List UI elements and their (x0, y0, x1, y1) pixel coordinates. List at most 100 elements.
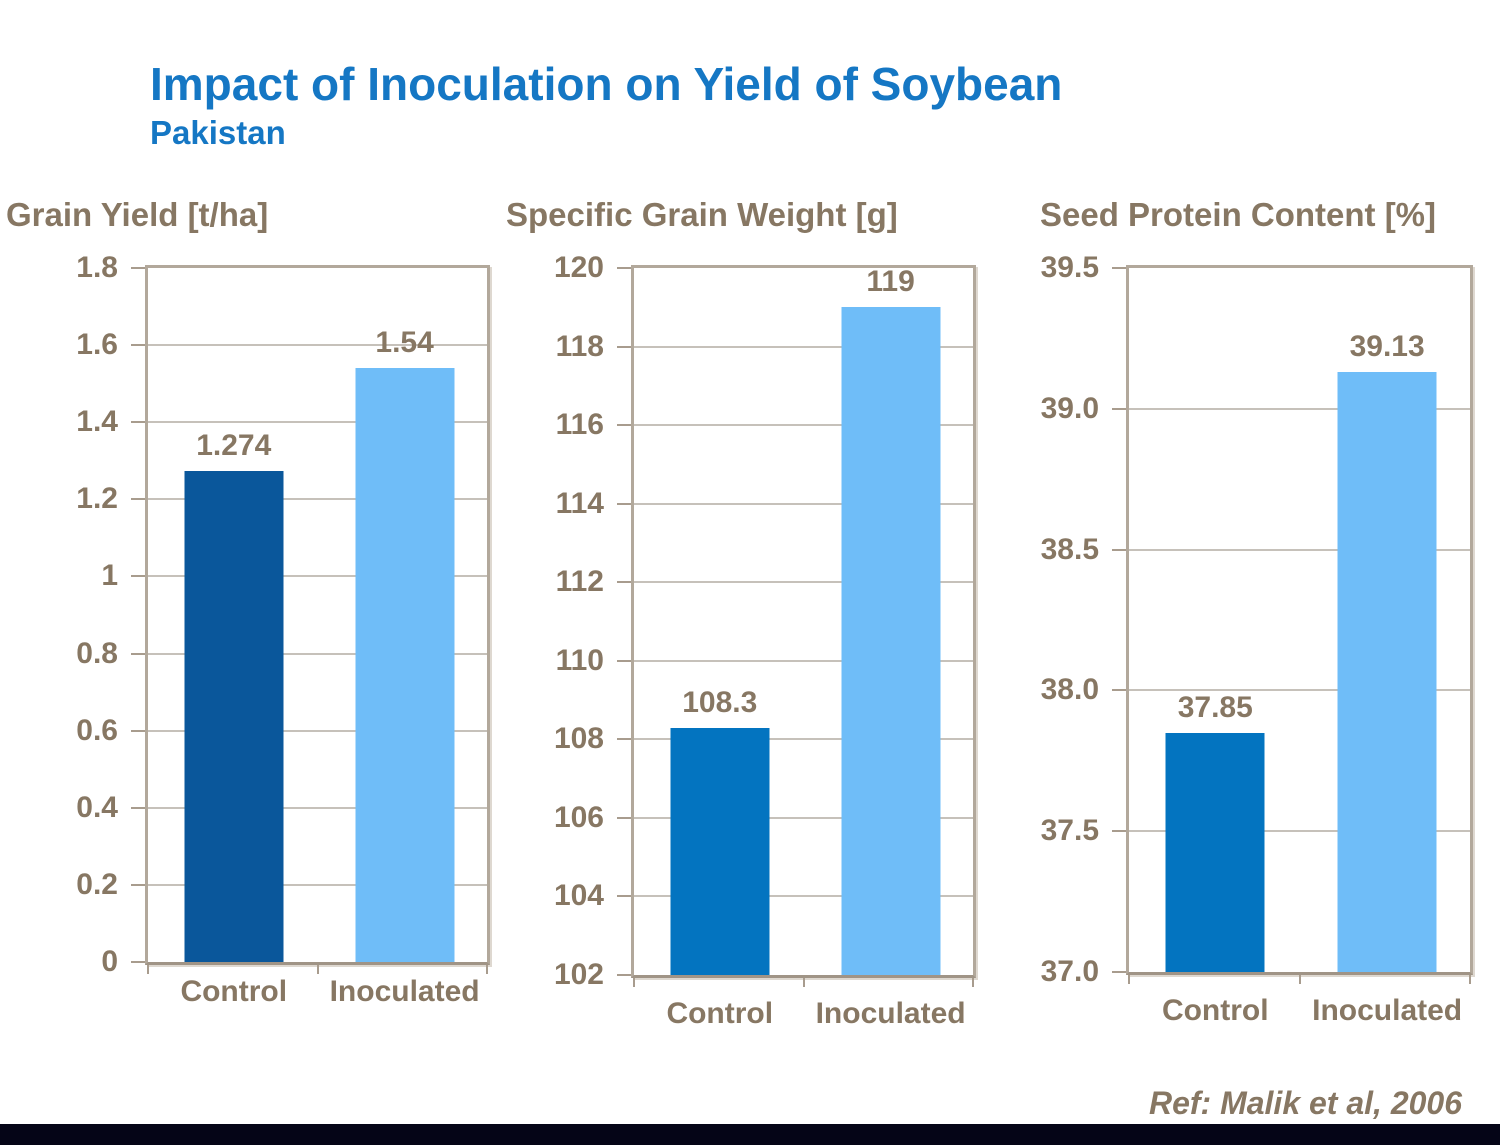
x-axis-tick-mark (316, 965, 319, 974)
gridline (148, 575, 487, 578)
gridline (634, 424, 973, 427)
y-axis-tick-mark (617, 424, 631, 427)
page-title: Impact of Inoculation on Yield of Soybea… (150, 58, 1063, 110)
y-axis-tick-label: 104 (553, 879, 604, 913)
y-axis-tick-mark (1112, 548, 1126, 551)
y-axis-tick-mark (131, 498, 145, 501)
x-axis-tick-mark (633, 978, 635, 987)
gridline (1129, 407, 1470, 410)
specific-grain-weight-plot-area: 120 118 116 114 112 110 108 106 104 102 108.3 Contr… (554, 253, 976, 1029)
y-axis-tick-label: 102 (553, 958, 604, 991)
y-axis-tick-mark (1112, 689, 1126, 692)
footer-bar (0, 1124, 1500, 1145)
category-label-control: Control (1161, 994, 1269, 1027)
y-axis-tick-mark (1112, 267, 1126, 269)
reference-citation: Ref: Malik et al, 2006 (1148, 1085, 1462, 1121)
y-axis-tick-label: 37.0 (1040, 955, 1099, 988)
y-axis-tick-label: 1.4 (76, 405, 118, 439)
seed-protein-chart-title: Seed Protein Content [%] (1040, 196, 1437, 233)
y-axis-tick-label: 108 (553, 722, 604, 756)
gridline (634, 581, 973, 584)
y-axis-tick-mark (131, 267, 145, 269)
y-axis-tick-mark (617, 345, 631, 348)
x-axis-tick-mark (486, 965, 488, 974)
y-axis-tick-label: 39.5 (1040, 251, 1099, 284)
control-bar (184, 470, 284, 962)
y-axis-tick-label: 110 (555, 643, 604, 677)
y-axis-tick-label: 1 (101, 559, 118, 593)
page-subtitle: Pakistan (150, 114, 286, 151)
y-axis-tick-mark (131, 344, 145, 347)
y-axis-tick-mark (617, 974, 631, 976)
gridline (634, 816, 973, 819)
x-axis-tick-mark (802, 978, 805, 987)
y-axis-tick-label: 0 (101, 945, 118, 978)
control-bar (670, 727, 770, 975)
x-axis-tick-mark (1128, 975, 1130, 984)
y-axis-tick-label: 1.8 (76, 251, 118, 284)
y-axis-tick-label: 1.6 (76, 328, 118, 362)
gridline (634, 895, 973, 898)
y-axis-tick-mark (617, 816, 631, 819)
y-axis-tick-label: 118 (555, 329, 604, 363)
grain-yield-plot-area: 1.8 1.6 1.4 1.2 1 0.8 0.6 0.4 0.2 0 1.274 Control 1.… (76, 253, 490, 1007)
y-axis-tick-mark (1112, 407, 1126, 410)
y-axis-tick-mark (1112, 830, 1126, 833)
inoculated-bar (355, 368, 455, 962)
y-axis-tick-mark (131, 806, 145, 809)
inoculated-bar (841, 307, 941, 975)
category-label-control: Control (666, 997, 774, 1030)
control-bar (1165, 732, 1265, 972)
y-axis-tick-label: 0.2 (76, 867, 118, 901)
gridline (148, 344, 487, 347)
grain-yield-chart-title: Grain Yield [t/ha] (6, 196, 269, 233)
gridline (634, 659, 973, 662)
y-axis-tick-label: 0.8 (76, 636, 118, 670)
gridline (148, 421, 487, 424)
gridline (634, 502, 973, 505)
category-label-inoculated: Inoculated (1312, 994, 1463, 1027)
y-axis-tick-label: 106 (553, 800, 604, 834)
gridline (1129, 689, 1470, 692)
y-axis-tick-label: 116 (555, 408, 604, 442)
inoculated-bar (1337, 372, 1437, 972)
gridline (1129, 830, 1470, 833)
y-axis-tick-label: 120 (553, 251, 604, 284)
x-axis-tick-mark (1298, 975, 1301, 984)
x-axis-tick-mark (147, 965, 149, 974)
y-axis-tick-mark (131, 883, 145, 886)
bar-value-label: 108.3 (682, 685, 758, 719)
bar-value-label: 1.274 (196, 428, 272, 462)
y-axis-tick-mark (617, 895, 631, 898)
y-axis-tick-label: 114 (555, 486, 604, 520)
bar-value-label: 119 (866, 265, 915, 299)
y-axis-tick-label: 39.0 (1040, 391, 1099, 425)
category-label-inoculated: Inoculated (815, 997, 966, 1030)
y-axis-tick-label: 38.0 (1040, 673, 1099, 707)
gridline (634, 345, 973, 348)
y-axis-tick-mark (617, 738, 631, 741)
y-axis-tick-label: 0.4 (76, 790, 118, 824)
specific-grain-weight-chart-title: Specific Grain Weight [g] (506, 196, 898, 233)
y-axis-tick-label: 112 (555, 565, 604, 599)
bar-value-label: 1.54 (375, 326, 434, 360)
y-axis-tick-mark (131, 421, 145, 424)
gridline (148, 652, 487, 655)
y-axis-tick-mark (131, 961, 145, 963)
y-axis-tick-mark (131, 575, 145, 578)
y-axis-tick-mark (617, 659, 631, 662)
gridline (1129, 548, 1470, 551)
y-axis-tick-label: 0.6 (76, 713, 118, 747)
gridline (148, 806, 487, 809)
x-axis-tick-mark (972, 978, 974, 987)
seed-protein-plot-area: 39.5 39.0 38.5 38.0 37.5 37.0 37.85 Control 39.1… (1041, 253, 1473, 1026)
bar-value-label: 39.13 (1349, 330, 1425, 364)
y-axis-tick-mark (131, 652, 145, 655)
gridline (634, 738, 973, 741)
y-axis-tick-mark (1112, 971, 1126, 973)
gridline (148, 729, 487, 732)
gridline (148, 498, 487, 501)
y-axis-tick-mark (617, 267, 631, 269)
category-label-control: Control (180, 975, 288, 1008)
